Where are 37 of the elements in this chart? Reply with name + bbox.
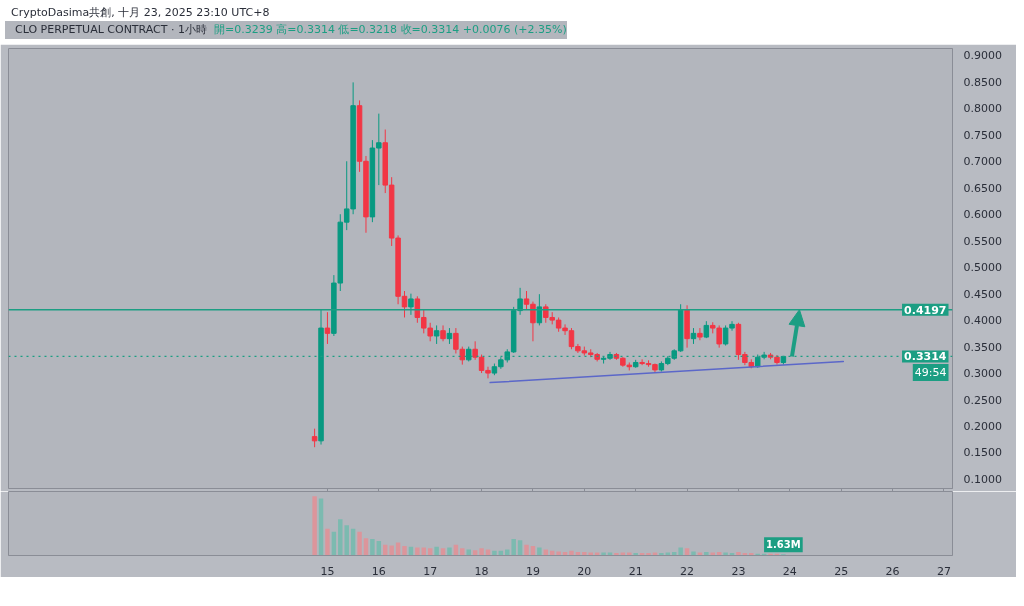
y-tick-label: 0.7500 [963,128,1002,142]
x-tick-label: 23 [731,564,746,578]
x-tick-label: 20 [577,564,592,578]
ref-line-label: 0.4197 [904,303,947,317]
y-tick-label: 0.1500 [963,446,1002,460]
y-tick-label: 0.1000 [963,472,1002,486]
y-tick-label: 0.8000 [963,102,1002,116]
y-tick-label: 0.3000 [963,367,1002,381]
y-tick-label: 0.2000 [963,420,1002,434]
y-tick-label: 0.6000 [963,208,1002,222]
x-tick-label: 18 [474,564,489,578]
x-tick-label: 17 [423,564,438,578]
x-tick-label: 21 [628,564,643,578]
x-tick-label: 15 [320,564,335,578]
y-tick-label: 0.7000 [963,155,1002,169]
y-tick-label: 0.4500 [963,287,1002,301]
ref-line-label: 0.3314 [904,350,947,364]
data-label: 1.63M [766,539,801,551]
x-tick-label: 27 [936,564,951,578]
y-tick-label: 0.6500 [963,181,1002,195]
y-tick-label: 0.9000 [963,49,1002,63]
y-tick-label: 0.2500 [963,393,1002,407]
y-tick-label: 0.4000 [963,314,1002,328]
x-tick-label: 25 [834,564,849,578]
y-tick-label: 0.5500 [963,234,1002,248]
chart-subtitle: 開=0.3239 高=0.3314 低=0.3218 收=0.3314 +0.0076 (+2.35%) [214,23,567,36]
y-tick-label: 0.3500 [963,340,1002,354]
annotation: 49:54 [914,365,947,379]
x-tick-label: 24 [782,564,797,578]
x-tick-label: 16 [371,564,386,578]
y-tick-label: 0.5000 [963,261,1002,275]
x-tick-label: 19 [525,564,540,578]
text: CryptoDasima共創, 十月 23, 2025 23:10 UTC+8 [5,5,567,21]
x-tick-label: 22 [680,564,695,578]
chart-title: CLO PERPETUAL CONTRACT · 1小時 [15,23,208,36]
y-tick-label: 0.8500 [963,75,1002,89]
x-tick-label: 26 [885,564,900,578]
